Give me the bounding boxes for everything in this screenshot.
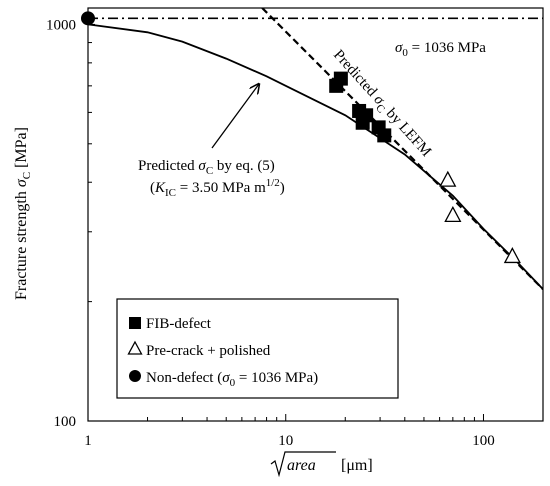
plot-frame	[87, 7, 544, 422]
x-tick-label: 1	[84, 433, 92, 449]
legend: FIB-defect Pre-crack + polished Non-defe…	[116, 298, 399, 399]
x-tick-label: 100	[472, 433, 495, 449]
eq5-label: Predicted σC by eq. (5)	[138, 158, 275, 177]
eq5-prediction-curve	[88, 23, 543, 290]
pre-crack-point	[503, 247, 521, 264]
legend-marker-fib	[129, 317, 141, 329]
eq5-arrow	[211, 84, 259, 149]
legend-label-nondefect: Non-defect (σ0 = 1036 MPa)	[146, 370, 318, 389]
lefm-label: Predicted σC by LEFM	[328, 47, 434, 162]
x-axis-unit: [μm]	[337, 457, 373, 474]
non-defect-point	[81, 11, 95, 26]
sqrt-sign	[270, 451, 336, 478]
legend-marker-nondefect	[129, 370, 141, 382]
fib-defect-point	[359, 108, 374, 123]
x-tick-label: 10	[278, 433, 293, 449]
reference-lines	[88, 8, 543, 290]
kic-label: (KIC = 3.50 MPa m1/2)	[150, 177, 285, 199]
y-axis-title: Fracture strength σC [MPa]	[13, 127, 33, 300]
pre-crack-point	[439, 170, 457, 187]
pre-crack-point	[444, 205, 462, 223]
x-axis-title: area [μm]	[270, 451, 373, 478]
axis-ticks: 1 10 100 100 1000	[46, 17, 544, 449]
y-tick-label: 100	[54, 414, 77, 430]
fib-defect-point	[377, 128, 392, 143]
x-axis-radicand: area	[287, 457, 316, 474]
fib-defect-point	[333, 71, 348, 86]
legend-label-fib: FIB-defect	[146, 316, 212, 332]
legend-label-precrack: Pre-crack + polished	[146, 343, 271, 359]
y-tick-label: 1000	[46, 17, 76, 33]
legend-box	[116, 298, 399, 399]
legend-marker-precrack	[127, 340, 143, 355]
data-markers	[81, 11, 521, 264]
sigma0-label: σ0 = 1036 MPa	[395, 40, 486, 59]
